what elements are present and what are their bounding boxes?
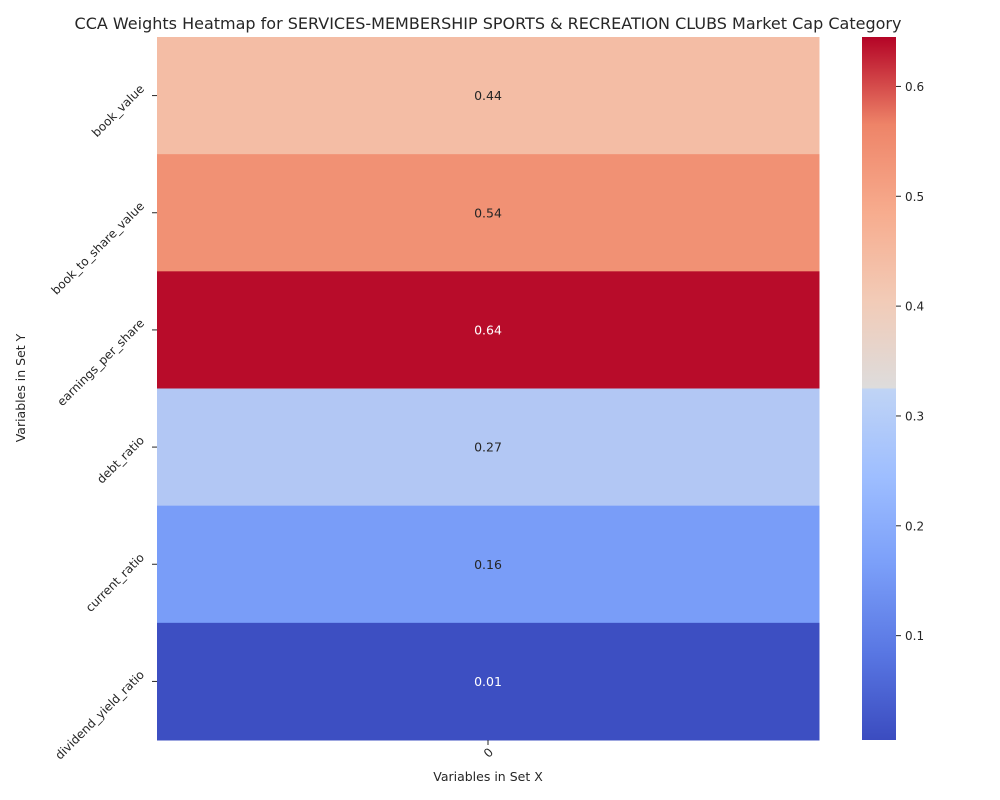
colorbar-tick-label: 0.6 xyxy=(905,80,924,94)
cell-value-label: 0.44 xyxy=(474,88,502,103)
heatmap-cell xyxy=(157,154,820,272)
colorbar-tick-label: 0.4 xyxy=(905,300,924,314)
y-axis-label: Variables in Set Y xyxy=(13,333,28,442)
y-tick-label: earnings_per_share xyxy=(54,316,147,409)
colorbar-tick-label: 0.1 xyxy=(905,629,924,643)
y-tick-label: book_to_share_value xyxy=(49,199,148,298)
heatmap-cell xyxy=(157,388,820,507)
heatmap-cell xyxy=(157,271,820,389)
cell-value-label: 0.64 xyxy=(474,322,502,337)
heatmap-cells: 0.44 0.54 0.64 0.27 0.16 0.01 xyxy=(157,37,820,741)
heatmap-cell xyxy=(157,622,820,741)
chart-title: CCA Weights Heatmap for SERVICES-MEMBERS… xyxy=(75,14,902,33)
colorbar-tick-label: 0.5 xyxy=(905,190,924,204)
y-axis-ticks: book_value book_to_share_value earnings_pe… xyxy=(49,82,157,763)
heatmap-cell xyxy=(157,505,820,624)
colorbar-tick-label: 0.2 xyxy=(905,519,924,533)
x-tick-label: 0 xyxy=(481,745,496,760)
y-tick-label: current_ratio xyxy=(83,550,147,614)
cell-value-label: 0.54 xyxy=(474,205,502,220)
heatmap-cell xyxy=(157,37,820,155)
cell-value-label: 0.16 xyxy=(474,557,502,572)
cell-value-label: 0.27 xyxy=(474,440,502,455)
colorbar xyxy=(862,37,896,740)
cell-value-label: 0.01 xyxy=(474,674,502,689)
y-tick-label: book_value xyxy=(89,82,147,140)
x-axis-label: Variables in Set X xyxy=(433,769,543,784)
x-axis-ticks: 0 xyxy=(481,740,496,761)
y-tick-label: dividend_yield_ratio xyxy=(52,668,147,763)
colorbar-tick-label: 0.3 xyxy=(905,409,924,423)
colorbar-ticks: 0.1 0.2 0.3 0.4 0.5 0.6 xyxy=(896,80,924,643)
y-tick-label: debt_ratio xyxy=(94,433,147,486)
